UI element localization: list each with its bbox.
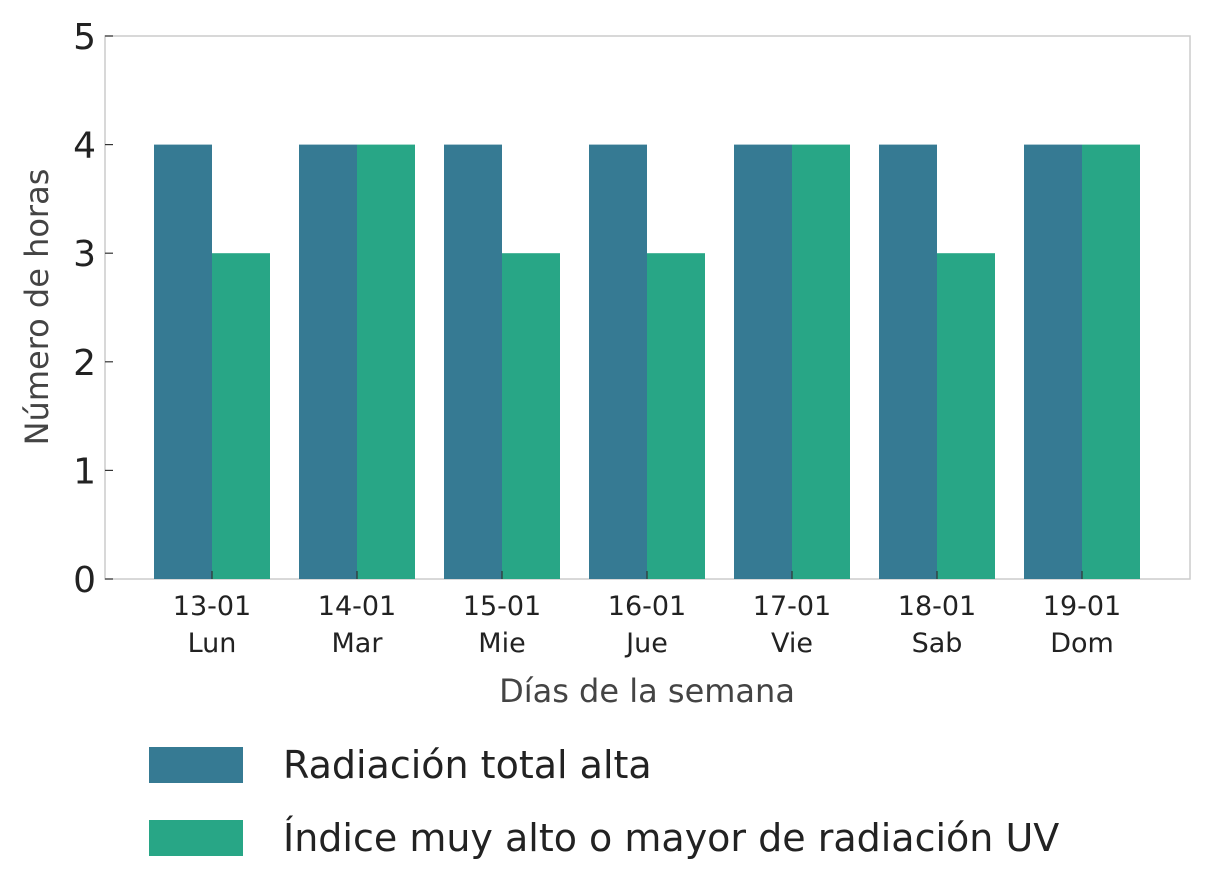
x-tick-date: 13-01 <box>173 591 251 622</box>
legend-label-radiacion: Radiación total alta <box>283 743 652 787</box>
y-axis: 0 1 2 3 4 5 <box>73 17 113 601</box>
x-tick-date: 18-01 <box>898 591 976 622</box>
x-tick-day: Dom <box>1050 628 1114 659</box>
legend-swatch-radiacion <box>149 747 243 783</box>
bar-radiacion-mar <box>299 144 357 579</box>
bar-radiacion-vie <box>734 144 792 579</box>
x-axis: 13-01 Lun 14-01 Mar 15-01 Mie 16-01 Jue 17-01 Vie… <box>173 571 1121 659</box>
bar-radiacion-mie <box>444 144 502 579</box>
x-tick-date: 15-01 <box>463 591 541 622</box>
x-tick-date: 14-01 <box>318 591 396 622</box>
bars-group <box>154 144 1140 579</box>
y-axis-title: Número de horas <box>18 169 56 446</box>
bar-radiacion-dom <box>1024 144 1082 579</box>
x-tick-day: Jue <box>624 628 668 659</box>
bar-uv-mar <box>357 144 415 579</box>
legend-label-uv: Índice muy alto o mayor de radiación UV <box>283 816 1059 860</box>
bar-uv-jue <box>647 253 705 579</box>
x-tick-day: Lun <box>188 628 237 659</box>
y-tick-label: 5 <box>73 17 96 58</box>
x-tick-day: Mar <box>332 628 384 659</box>
legend: Radiación total alta Índice muy alto o ma… <box>149 743 1059 860</box>
y-tick-label: 3 <box>73 234 96 275</box>
bar-radiacion-sab <box>879 144 937 579</box>
x-tick-day: Sab <box>912 628 963 659</box>
x-tick-date: 17-01 <box>753 591 831 622</box>
y-tick-label: 1 <box>73 451 96 492</box>
x-tick-day: Mie <box>478 628 525 659</box>
legend-swatch-uv <box>149 820 243 856</box>
bar-radiacion-lun <box>154 144 212 579</box>
y-tick-label: 4 <box>73 126 96 167</box>
bar-uv-vie <box>792 144 850 579</box>
x-tick-day: Vie <box>771 628 813 659</box>
y-tick-label: 0 <box>73 560 96 601</box>
bar-uv-sab <box>937 253 995 579</box>
x-tick-date: 16-01 <box>608 591 686 622</box>
bar-radiacion-jue <box>589 144 647 579</box>
bar-uv-dom <box>1082 144 1140 579</box>
bar-uv-lun <box>212 253 270 579</box>
bar-uv-mie <box>502 253 560 579</box>
y-tick-label: 2 <box>73 343 96 384</box>
x-tick-date: 19-01 <box>1043 591 1121 622</box>
x-axis-title: Días de la semana <box>499 672 795 710</box>
